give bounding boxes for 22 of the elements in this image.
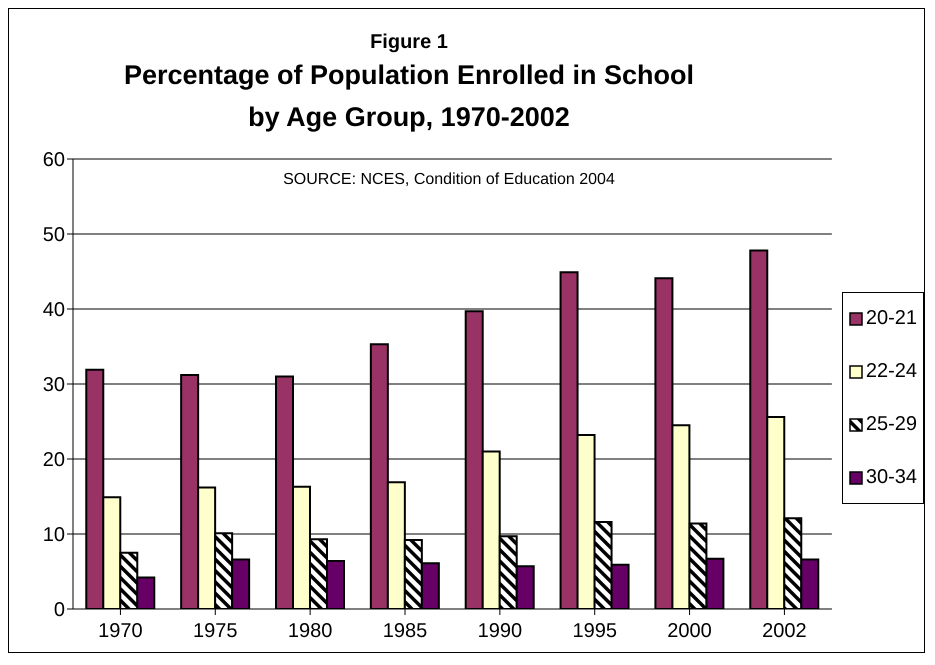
- x-tick-label: 1985: [382, 620, 428, 642]
- y-tick-label: 50: [42, 224, 65, 246]
- chart-title: Figure 1: [369, 31, 449, 54]
- annotation: SOURCE: NCES, Condition of Education 2004: [282, 171, 616, 189]
- y-tick-label: 20: [42, 449, 65, 472]
- legend-label: 25-29: [866, 413, 917, 436]
- x-tick-label: 2002: [762, 620, 807, 642]
- x-tick-label: 1990: [478, 620, 522, 642]
- legend-label: 20-21: [866, 307, 917, 330]
- x-tick-label: 2000: [667, 620, 712, 642]
- x-tick-label: 1975: [193, 620, 238, 642]
- y-tick-label: 30: [42, 374, 65, 396]
- y-tick-label: 40: [42, 299, 65, 322]
- legend-label: 22-24: [866, 360, 917, 383]
- legend-label: 30-34: [866, 466, 917, 489]
- y-tick-label: 10: [42, 524, 65, 546]
- chart-subtitle: Percentage of Population Enrolled in School by Age Group, 1970-2002: [122, 59, 696, 134]
- x-tick-label: 1995: [572, 620, 617, 642]
- y-tick-label: 0: [54, 599, 65, 622]
- y-tick-label: 60: [42, 149, 65, 172]
- x-tick-label: 1980: [288, 620, 332, 642]
- x-tick-label: 1970: [98, 620, 143, 642]
